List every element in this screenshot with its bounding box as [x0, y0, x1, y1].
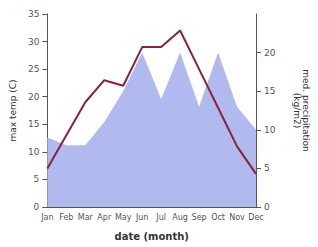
svg-text:Sep: Sep	[192, 213, 207, 222]
svg-text:15: 15	[264, 86, 275, 96]
svg-text:35: 35	[28, 9, 39, 19]
svg-text:Aug: Aug	[172, 213, 188, 222]
svg-text:Jan: Jan	[40, 213, 53, 222]
svg-text:15: 15	[28, 119, 39, 129]
svg-text:25: 25	[28, 64, 39, 74]
svg-text:20: 20	[264, 48, 276, 58]
svg-text:0: 0	[264, 202, 270, 212]
svg-text:Nov: Nov	[229, 213, 245, 222]
svg-text:20: 20	[28, 92, 40, 102]
svg-text:10: 10	[264, 125, 276, 135]
svg-text:Oct: Oct	[211, 213, 225, 222]
svg-text:30: 30	[28, 37, 40, 47]
svg-text:max temp (C): max temp (C)	[8, 79, 18, 141]
svg-text:5: 5	[34, 174, 40, 184]
svg-text:Mar: Mar	[78, 213, 94, 222]
svg-text:May: May	[115, 213, 132, 222]
svg-text:med. precipitation: med. precipitation	[300, 69, 311, 152]
svg-text:Dec: Dec	[248, 213, 263, 222]
svg-text:Feb: Feb	[59, 213, 73, 222]
svg-text:(kg/m2): (kg/m2)	[292, 93, 302, 128]
svg-text:Jul: Jul	[155, 213, 166, 222]
svg-text:0: 0	[34, 202, 40, 212]
svg-text:Jun: Jun	[135, 213, 149, 222]
svg-text:date (month): date (month)	[114, 231, 188, 242]
svg-text:Apr: Apr	[97, 213, 112, 222]
svg-text:5: 5	[264, 163, 270, 173]
svg-text:10: 10	[28, 147, 40, 157]
